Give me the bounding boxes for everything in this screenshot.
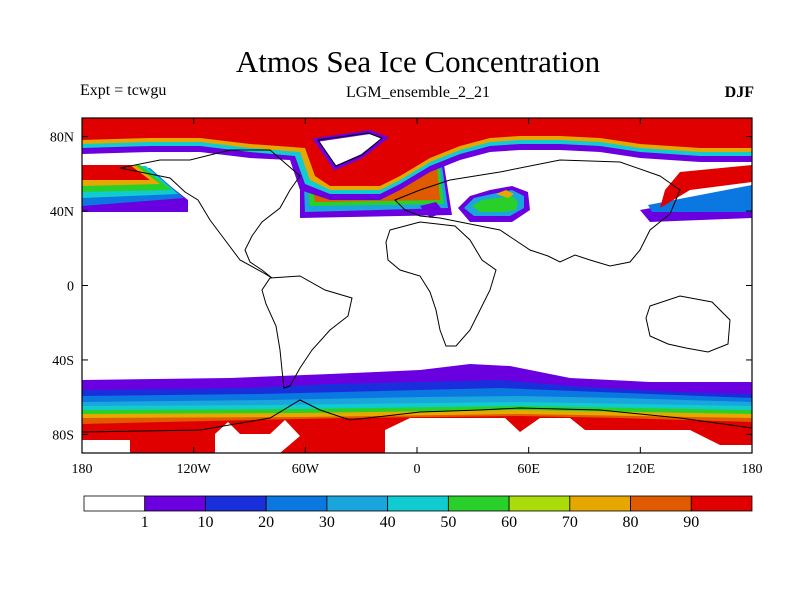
africa-coast bbox=[385, 221, 497, 347]
colorbar-swatch bbox=[569, 495, 631, 512]
south-america-coast bbox=[261, 275, 353, 389]
run-name-label: LGM_ensemble_2_21 bbox=[346, 84, 490, 101]
greenland-coast bbox=[317, 132, 383, 167]
coastlines bbox=[82, 132, 752, 433]
colorbar: 1 10 20 30 40 50 60 70 80 90 bbox=[83, 495, 753, 531]
colorbar-swatch bbox=[326, 495, 389, 512]
lon-tick-label: 120E bbox=[626, 462, 656, 477]
season-label: DJF bbox=[724, 84, 754, 101]
colorbar-label: 40 bbox=[380, 514, 396, 531]
colorbar-label: 60 bbox=[501, 514, 517, 531]
australia-coast bbox=[645, 295, 731, 353]
eurasia-coast bbox=[394, 159, 681, 267]
lon-tick-label: 60W bbox=[292, 462, 320, 477]
antarctica-coast bbox=[82, 399, 752, 433]
colorbar-label: 10 bbox=[197, 514, 213, 531]
colorbar-label: 50 bbox=[440, 514, 456, 531]
antarctic-white-notches bbox=[82, 418, 752, 453]
colorbar-swatch bbox=[630, 495, 692, 512]
colorbar-label: 70 bbox=[562, 514, 578, 531]
ice-band-caspian-core bbox=[472, 196, 518, 212]
greenland-ice-free bbox=[312, 129, 389, 171]
colorbar-swatch bbox=[83, 495, 146, 512]
colorbar-label: 90 bbox=[683, 514, 699, 531]
lat-tick-label: 0 bbox=[67, 280, 74, 295]
colorbar-swatch bbox=[690, 495, 753, 512]
lat-tick-label: 80S bbox=[52, 428, 74, 443]
experiment-label: Expt = tcwgu bbox=[80, 82, 167, 99]
longitude-axis: 180 120W 60W 0 60E 120E 180 bbox=[72, 118, 763, 477]
latitude-axis: 80N 40N 0 40S 80S bbox=[50, 131, 752, 443]
lon-tick-label: 60E bbox=[517, 462, 540, 477]
lon-tick-label: 180 bbox=[72, 462, 93, 477]
map-title: Atmos Sea Ice Concentration bbox=[235, 44, 601, 79]
lon-tick-label: 0 bbox=[414, 462, 421, 477]
ice-band-med-spot bbox=[420, 202, 444, 218]
colorbar-label: 30 bbox=[319, 514, 335, 531]
lat-tick-label: 80N bbox=[50, 131, 74, 146]
lon-tick-label: 120W bbox=[177, 462, 212, 477]
lat-tick-label: 40N bbox=[50, 205, 74, 220]
ice-field bbox=[82, 118, 752, 453]
ice-band-caspian-peak bbox=[496, 190, 514, 198]
ice-band-90-arctic bbox=[82, 118, 752, 186]
colorbar-swatch bbox=[447, 495, 510, 512]
colorbar-swatch bbox=[508, 495, 571, 512]
colorbar-swatch bbox=[205, 495, 267, 512]
colorbar-swatch bbox=[144, 495, 206, 512]
lat-tick-label: 40S bbox=[52, 354, 74, 369]
lon-tick-label: 180 bbox=[742, 462, 763, 477]
colorbar-label: 80 bbox=[623, 514, 639, 531]
colorbar-swatch bbox=[265, 495, 328, 512]
colorbar-label: 20 bbox=[258, 514, 274, 531]
north-america-coast bbox=[119, 149, 301, 279]
colorbar-label: 1 bbox=[141, 514, 149, 531]
colorbar-swatch bbox=[387, 495, 449, 512]
